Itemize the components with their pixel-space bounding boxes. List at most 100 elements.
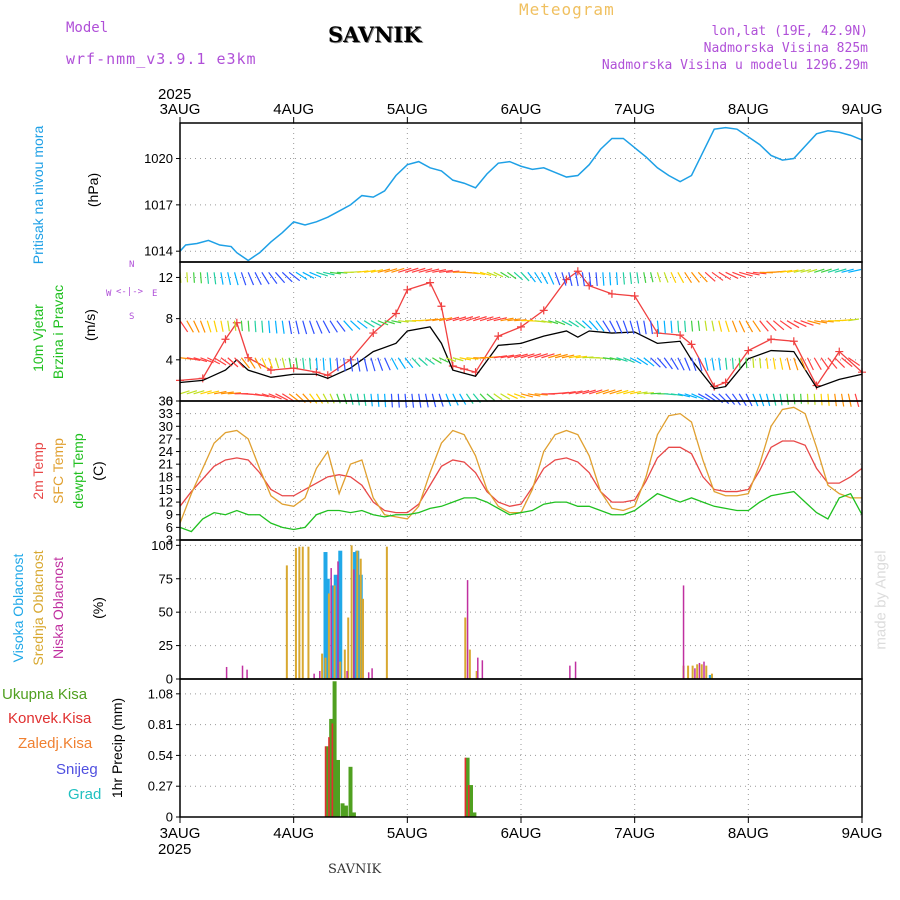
wind-direction-arrow <box>534 353 548 359</box>
wind-direction-arrow <box>200 390 212 395</box>
wind-direction-arrow <box>574 272 579 287</box>
y-tick-label: 33 <box>159 406 173 421</box>
wind-direction-arrow <box>629 272 633 285</box>
x-day-label-top: 4AUG <box>273 101 314 118</box>
y-tick-label: 0 <box>166 810 173 825</box>
wind-direction-arrow <box>425 318 439 322</box>
wind-direction-arrow <box>649 272 654 283</box>
wind-direction-arrow <box>384 268 398 273</box>
wind-direction-arrow <box>514 353 528 359</box>
legend-grad: Grad <box>68 786 102 803</box>
wind-direction-arrow <box>254 320 257 333</box>
wind-direction-arrow <box>656 357 667 369</box>
wind-direction-arrow <box>316 271 329 277</box>
wind-direction-arrow <box>731 393 741 406</box>
wind-direction-arrow <box>568 355 581 359</box>
wind-direction-arrow <box>281 357 286 368</box>
wind-direction-arrow <box>452 357 464 362</box>
wind-direction-arrow <box>309 320 315 335</box>
cloud-mid-bar <box>468 649 471 679</box>
wind-direction-arrow <box>322 357 325 371</box>
wind-direction-arrow <box>500 354 515 359</box>
cloud-low-bar <box>569 665 571 679</box>
wind-direction-arrow <box>793 393 796 405</box>
wind-direction-arrow <box>595 389 609 395</box>
wind-gust-marker <box>744 346 753 355</box>
wind-direction-arrow <box>725 320 730 333</box>
wind-direction-arrow <box>759 357 762 369</box>
precip-total-bar <box>468 785 473 817</box>
wind-direction-arrow <box>199 272 202 284</box>
wind-direction-arrow <box>500 317 514 322</box>
y-tick-label: 25 <box>159 638 173 653</box>
sfc-temp-line <box>179 406 862 524</box>
wind-direction-arrow <box>356 357 361 372</box>
wind-direction-arrow <box>384 357 391 371</box>
wind-direction-arrow <box>323 271 335 276</box>
wind-direction-arrow <box>193 320 200 333</box>
wind-direction-arrow <box>288 357 292 368</box>
wind-direction-arrow <box>234 357 245 368</box>
wind-direction-arrow <box>302 357 305 370</box>
wind-direction-arrow <box>425 268 440 273</box>
wind-direction-arrow <box>336 393 341 404</box>
wind-direction-arrow <box>370 320 382 327</box>
cloud-mid-bar <box>347 617 350 679</box>
x-day-label-top: 6AUG <box>501 101 542 118</box>
model-label: Model <box>66 20 109 36</box>
wind-direction-arrow <box>336 320 346 332</box>
wind-direction-arrow <box>834 268 847 273</box>
wind-direction-arrow <box>731 320 738 333</box>
wind-direction-arrow <box>772 320 785 331</box>
wind-direction-arrow <box>418 268 433 273</box>
wind-direction-arrow <box>493 393 503 401</box>
wind-direction-arrow <box>213 320 218 333</box>
wind-direction-arrow <box>486 316 501 322</box>
wind-direction-arrow <box>227 392 242 395</box>
wind-direction-arrow <box>615 320 623 334</box>
wind-direction-arrow <box>807 268 818 273</box>
precip-total-bar <box>351 812 356 817</box>
wind-direction-arrow <box>302 320 308 335</box>
wind-gust-marker <box>403 285 412 294</box>
wind-direction-arrow <box>609 389 622 395</box>
precip-conv-bar <box>331 723 334 817</box>
wind-direction-arrow <box>220 272 224 285</box>
cloud-mid-bar <box>687 665 690 679</box>
precip-total-bar <box>343 805 348 817</box>
wind-direction-arrow <box>336 357 339 372</box>
wind-direction-arrow <box>268 393 282 400</box>
wind-direction-arrow <box>820 268 832 273</box>
wind-direction-arrow <box>623 390 635 395</box>
wind-direction-arrow <box>690 320 694 332</box>
wind-direction-arrow <box>848 268 862 273</box>
cloud-mid-bar <box>700 664 703 679</box>
year-label-top: 2025 <box>158 86 191 103</box>
wind-direction-arrow <box>561 272 567 286</box>
wind-direction-arrow <box>554 320 566 326</box>
wind-direction-arrow <box>186 390 198 395</box>
wind-direction-arrow <box>800 320 814 326</box>
wind-direction-arrow <box>738 393 747 406</box>
wind-direction-arrow <box>582 356 594 359</box>
wind-direction-arrow <box>349 393 354 405</box>
cloud-low-bar <box>481 660 484 679</box>
wind-direction-arrow <box>357 270 369 273</box>
cloud-low-bar <box>346 670 348 679</box>
wind-direction-arrow <box>779 320 792 330</box>
x-day-label-bottom: 9AUG <box>842 825 883 842</box>
compass-south: S <box>129 312 135 322</box>
wind-direction-arrow <box>677 393 691 398</box>
wind-direction-arrow <box>649 320 654 335</box>
wind-direction-arrow <box>274 320 278 334</box>
precip-total-bar <box>340 803 345 817</box>
wind-direction-arrow <box>711 320 715 332</box>
y-tick-label: 6 <box>166 520 173 535</box>
wind-direction-arrow <box>656 272 661 283</box>
wind-direction-arrow <box>595 320 605 332</box>
wind-direction-arrow <box>752 320 761 333</box>
wind-direction-arrow <box>493 317 508 322</box>
station-title: SAVNIK <box>328 22 422 47</box>
wind-direction-arrow <box>179 390 190 395</box>
wind-direction-arrow <box>561 320 573 327</box>
